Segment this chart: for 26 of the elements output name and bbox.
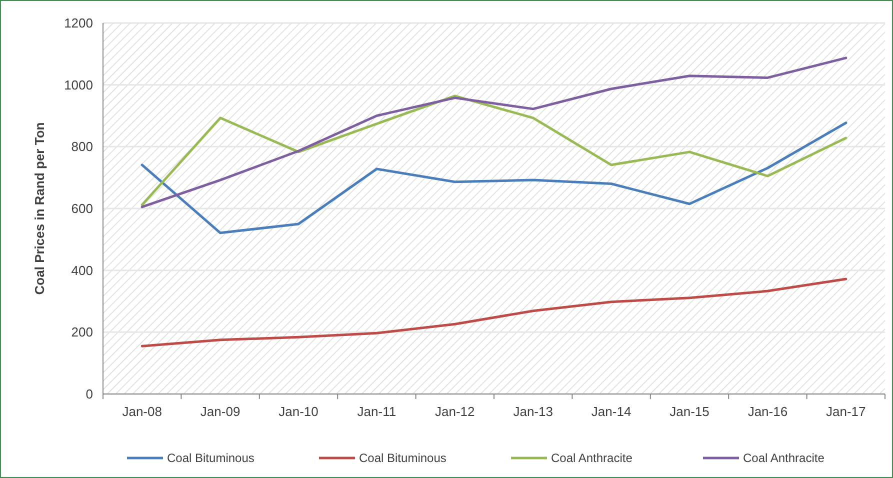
x-tick-label: Jan-16 [748,404,788,419]
x-tick-label: Jan-13 [513,404,553,419]
y-tick-label: 200 [71,324,93,340]
x-tick-label: Jan-17 [826,404,866,419]
legend-label: Coal Bituminous [359,451,446,466]
line-series [140,56,848,208]
x-tick-label: Jan-10 [278,404,318,419]
y-tick-label: 1200 [64,16,93,31]
legend-label: Coal Anthracite [551,451,633,466]
legend-label: Coal Bituminous [167,451,254,466]
x-tick-label: Jan-15 [670,404,710,419]
x-tick-label: Jan-09 [200,404,240,419]
y-tick-label: 600 [71,201,93,216]
y-tick-label: 0 [86,386,93,402]
y-tick-label: 800 [71,139,93,154]
line-series [140,94,848,206]
x-tick-label: Jan-11 [357,404,396,419]
legend-label: Coal Anthracite [743,451,825,466]
line-series [140,278,848,348]
x-tick-label: Jan-12 [435,404,475,419]
y-tick-label: 400 [71,262,93,278]
line-series [140,122,848,234]
y-axis-title: Coal Prices in Rand per Ton [32,122,47,295]
x-tick-label: Jan-14 [591,404,632,419]
x-tick-label: Jan-08 [122,404,162,419]
y-tick-label: 1000 [64,77,93,92]
